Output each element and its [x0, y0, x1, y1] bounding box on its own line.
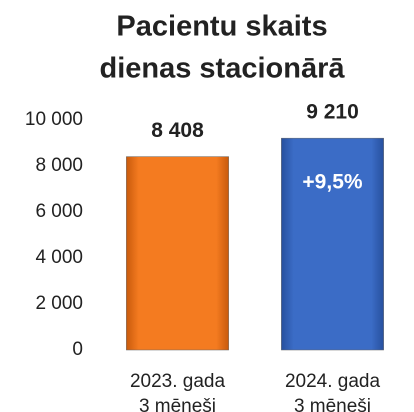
- y-tick-label: 4 000: [35, 247, 83, 268]
- y-tick-label: 8 000: [35, 155, 83, 176]
- y-tick-label: 6 000: [35, 201, 83, 222]
- bar: [281, 137, 384, 351]
- value-label: 9 210: [306, 101, 359, 124]
- bar: [126, 156, 229, 351]
- x-tick-label: 3 mēneši: [294, 396, 371, 412]
- x-tick-label: 3 mēneši: [139, 396, 216, 412]
- y-tick-label: 0: [72, 339, 83, 360]
- annotation: +9,5%: [302, 171, 362, 194]
- y-tick-label: 10 000: [25, 109, 83, 130]
- chart-title: Pacientu skaits: [116, 11, 327, 43]
- x-tick-label: 2024. gada: [285, 371, 381, 392]
- value-label: 8 408: [151, 119, 204, 142]
- chart-title: dienas stacionārā: [100, 53, 346, 85]
- y-tick-label: 2 000: [35, 293, 83, 314]
- x-tick-label: 2023. gada: [130, 371, 226, 392]
